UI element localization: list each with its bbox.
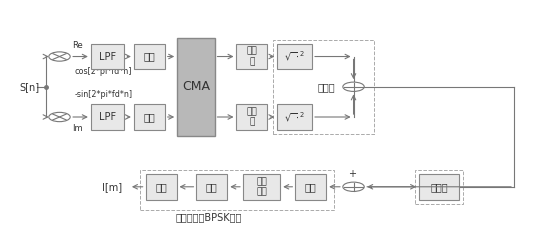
Text: 定时: 定时 xyxy=(305,182,317,192)
Text: 差分
器: 差分 器 xyxy=(247,107,257,127)
Text: $\sqrt{\ }{\cdot}^2$: $\sqrt{\ }{\cdot}^2$ xyxy=(285,110,305,124)
Text: -sin[2*pi*fd*n]: -sin[2*pi*fd*n] xyxy=(75,90,132,99)
FancyBboxPatch shape xyxy=(277,44,312,69)
FancyBboxPatch shape xyxy=(146,174,176,200)
Circle shape xyxy=(49,52,70,61)
Text: +: + xyxy=(348,169,356,179)
FancyBboxPatch shape xyxy=(91,104,124,130)
Text: S[n]: S[n] xyxy=(19,82,40,92)
FancyBboxPatch shape xyxy=(236,104,267,130)
FancyBboxPatch shape xyxy=(295,174,326,200)
Text: 求包络: 求包络 xyxy=(318,82,336,92)
Text: 求均值: 求均值 xyxy=(430,182,448,192)
Circle shape xyxy=(49,112,70,122)
Text: 矩形脉冲的BPSK解调: 矩形脉冲的BPSK解调 xyxy=(176,212,242,222)
Text: 下抽: 下抽 xyxy=(144,51,155,62)
Text: 下抽: 下抽 xyxy=(206,182,218,192)
FancyBboxPatch shape xyxy=(236,44,267,69)
Text: 下抽: 下抽 xyxy=(144,112,155,122)
Circle shape xyxy=(343,82,364,91)
FancyBboxPatch shape xyxy=(419,174,459,200)
Text: LPF: LPF xyxy=(99,51,116,62)
Text: 积分
清零: 积分 清零 xyxy=(256,177,267,197)
FancyBboxPatch shape xyxy=(277,104,312,130)
FancyBboxPatch shape xyxy=(134,104,165,130)
FancyBboxPatch shape xyxy=(196,174,227,200)
Text: 判决: 判决 xyxy=(155,182,167,192)
Text: -: - xyxy=(369,182,372,192)
FancyBboxPatch shape xyxy=(91,44,124,69)
Circle shape xyxy=(343,182,364,191)
Text: CMA: CMA xyxy=(182,80,210,93)
Text: $\sqrt{\ }{\cdot}^2$: $\sqrt{\ }{\cdot}^2$ xyxy=(285,50,305,63)
Text: I[m]: I[m] xyxy=(102,182,123,192)
Text: LPF: LPF xyxy=(99,112,116,122)
Text: cos[2*pi*fd*n]: cos[2*pi*fd*n] xyxy=(75,67,132,76)
FancyBboxPatch shape xyxy=(177,38,214,136)
Text: 差分
器: 差分 器 xyxy=(247,47,257,66)
FancyBboxPatch shape xyxy=(134,44,165,69)
Text: Im: Im xyxy=(72,124,83,133)
FancyBboxPatch shape xyxy=(243,174,280,200)
Text: Re: Re xyxy=(72,40,83,50)
